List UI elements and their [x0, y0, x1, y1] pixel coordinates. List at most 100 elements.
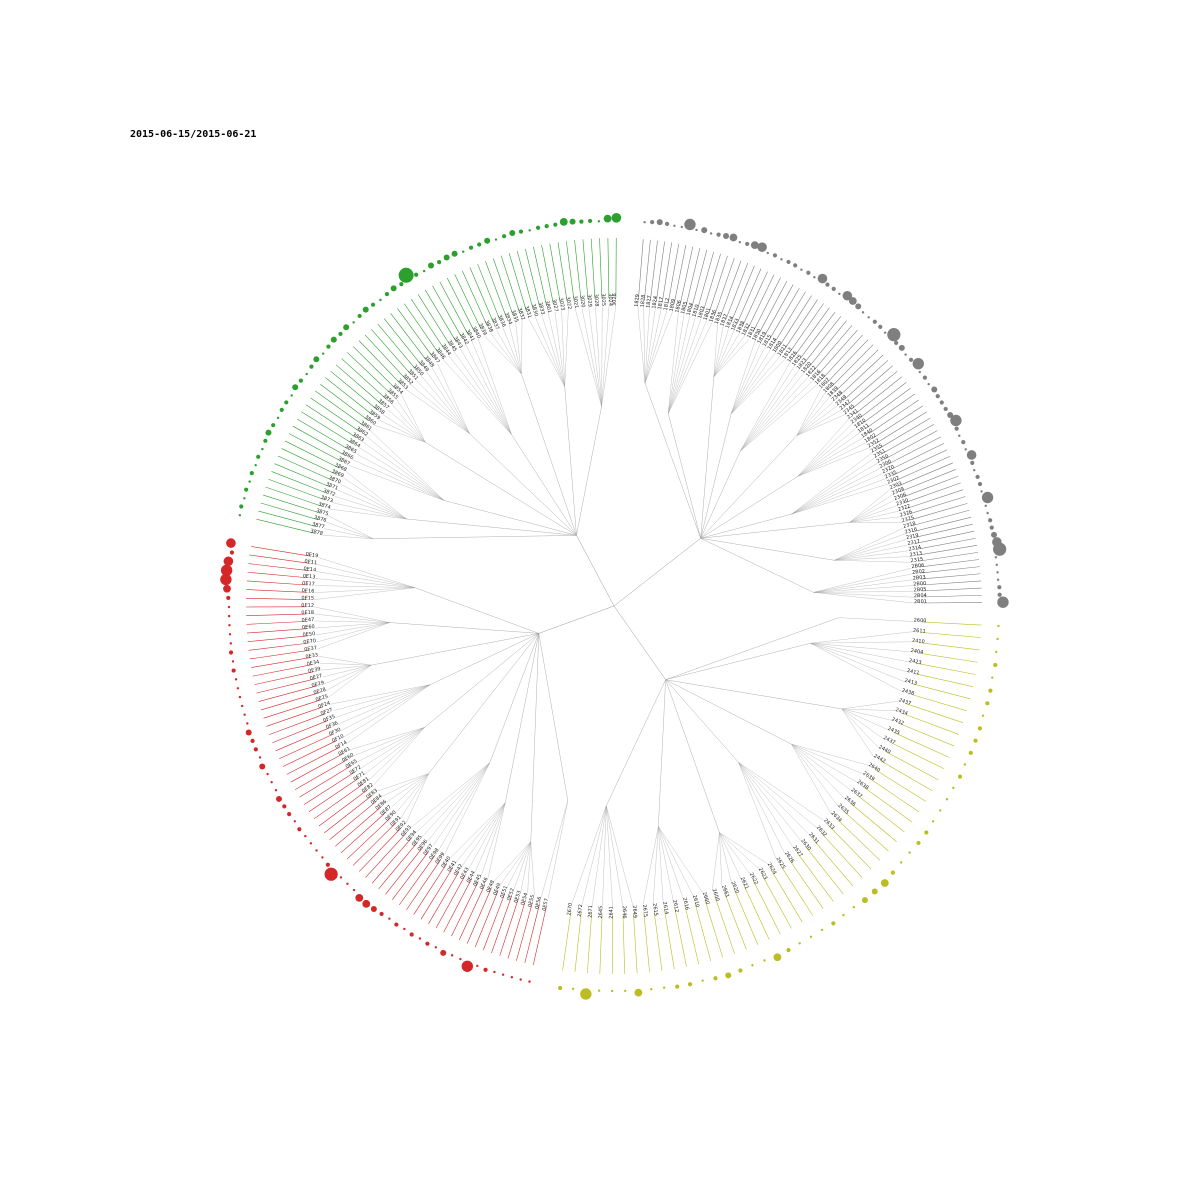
- leaf-line: [249, 650, 310, 660]
- leaf-label: 0F24: [317, 700, 331, 710]
- branch-edge: [841, 708, 892, 721]
- leaf-line: [895, 455, 951, 481]
- branch-edge: [337, 489, 407, 520]
- branch-edge: [849, 489, 891, 523]
- leaf-node: [894, 340, 899, 345]
- branch-edge: [462, 802, 506, 866]
- leaf-node: [996, 571, 999, 574]
- leaf-label: 3028: [593, 294, 600, 307]
- leaf-line: [335, 806, 381, 847]
- leaf-line: [885, 751, 939, 781]
- leaf-line: [325, 377, 373, 416]
- branch-edge: [797, 433, 860, 477]
- leaf-node: [738, 968, 743, 973]
- leaf-line: [260, 692, 319, 711]
- leaf-line: [902, 475, 959, 498]
- branch-edge: [796, 409, 842, 436]
- tree-edges: [313, 305, 915, 907]
- leaf-line: [644, 239, 651, 300]
- branch-edge: [738, 762, 817, 828]
- branch-edge: [834, 533, 906, 561]
- leaf-label: 1815: [762, 334, 774, 348]
- leaf-label: 2314: [908, 544, 922, 552]
- branch-edge: [644, 308, 656, 384]
- branch-edge: [849, 511, 899, 523]
- branch-edge: [791, 473, 884, 515]
- leaf-node: [950, 414, 962, 427]
- leaf-node: [997, 585, 1002, 590]
- leaf-label: 0E41: [447, 859, 459, 873]
- leaf-node: [510, 976, 514, 979]
- branch-edge: [490, 332, 522, 374]
- branch-edge: [564, 309, 569, 387]
- leaf-label: 3023: [557, 297, 565, 311]
- branch-edge: [719, 832, 741, 879]
- leaf-label: 3864: [347, 438, 361, 450]
- leaf-label: 1835: [714, 311, 724, 325]
- leaf-line: [469, 267, 494, 323]
- leaf-node: [258, 756, 262, 759]
- leaf-line: [921, 587, 982, 592]
- leaf-line: [921, 621, 982, 626]
- clade-edge: [668, 413, 701, 539]
- leaf-node: [398, 267, 414, 283]
- leaf-line: [305, 404, 357, 438]
- leaf-line: [694, 903, 712, 962]
- branch-edge: [712, 832, 720, 890]
- leaf-node: [569, 218, 576, 225]
- leaf-line: [565, 241, 575, 301]
- leaf-line: [364, 334, 406, 380]
- branch-edge: [606, 805, 623, 906]
- leaf-node: [450, 954, 454, 957]
- branch-edge: [314, 613, 390, 623]
- leaf-label: 3838: [483, 319, 494, 333]
- leaf-node: [918, 370, 921, 374]
- leaf-node: [292, 384, 299, 391]
- branch-edge: [668, 318, 702, 414]
- leaf-node: [509, 230, 516, 237]
- leaf-node: [931, 386, 938, 393]
- leaf-line: [622, 913, 626, 974]
- leaf-line: [284, 440, 339, 469]
- leaf-label: 2600: [913, 618, 926, 625]
- leaf-node: [275, 795, 282, 802]
- branch-edge: [791, 744, 845, 799]
- leaf-node: [927, 382, 930, 386]
- branch-edge: [541, 800, 568, 898]
- leaf-line: [714, 896, 735, 954]
- leaf-label: 0F30: [328, 727, 342, 738]
- leaf-line: [762, 875, 792, 929]
- leaf-label: 3837: [490, 317, 501, 331]
- branch-edge: [468, 802, 506, 869]
- branch-edge: [359, 447, 445, 501]
- clade-edge: [700, 513, 792, 539]
- leaf-line: [516, 250, 534, 309]
- branch-edge: [713, 330, 734, 377]
- leaf-label: 2620: [729, 881, 740, 895]
- branch-edge: [849, 494, 893, 523]
- branch-edge: [713, 324, 718, 377]
- leaf-node: [544, 224, 549, 229]
- leaf-node: [409, 932, 414, 937]
- leaf-node: [786, 947, 791, 953]
- leaf-node: [995, 563, 998, 567]
- leaf-line: [294, 759, 348, 790]
- branch-edge: [841, 708, 884, 739]
- leaf-line: [779, 295, 812, 347]
- branch-edge: [353, 727, 425, 756]
- clade-edge: [576, 406, 602, 536]
- leaf-node: [952, 786, 955, 790]
- leaf-line: [508, 253, 527, 311]
- leaf-line: [854, 376, 903, 415]
- branch-edge: [834, 539, 907, 561]
- leaf-line: [282, 740, 338, 767]
- leaf-label: 3869: [331, 468, 345, 479]
- leaf-label: 3873: [320, 495, 334, 505]
- leaf-line: [780, 864, 814, 916]
- leaf-node: [326, 344, 331, 349]
- branch-edge: [797, 419, 849, 477]
- leaf-line: [731, 265, 755, 322]
- branch-edge: [465, 344, 512, 435]
- clade-edge: [644, 383, 701, 539]
- leaf-label: 1830: [751, 328, 762, 342]
